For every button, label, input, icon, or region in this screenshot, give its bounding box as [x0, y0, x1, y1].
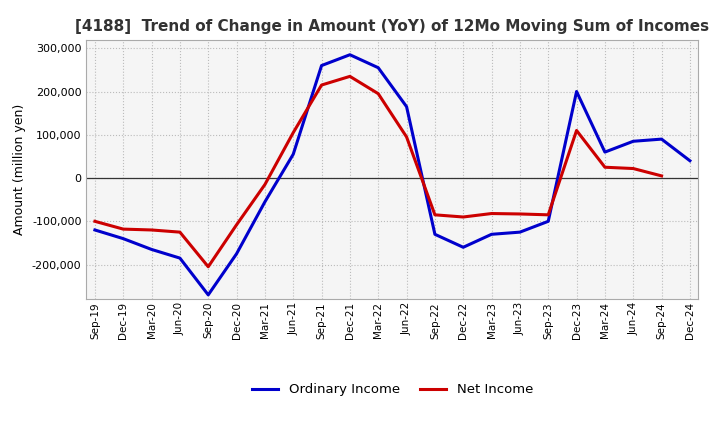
- Line: Ordinary Income: Ordinary Income: [95, 55, 690, 295]
- Title: [4188]  Trend of Change in Amount (YoY) of 12Mo Moving Sum of Incomes: [4188] Trend of Change in Amount (YoY) o…: [76, 19, 709, 34]
- Net Income: [516, 211, 524, 216]
- Net Income: [629, 166, 637, 171]
- Net Income: [148, 227, 156, 233]
- Ordinary Income: [600, 150, 609, 155]
- Ordinary Income: [402, 104, 411, 109]
- Ordinary Income: [119, 236, 127, 241]
- Ordinary Income: [572, 89, 581, 94]
- Ordinary Income: [204, 292, 212, 297]
- Net Income: [487, 211, 496, 216]
- Ordinary Income: [289, 152, 297, 157]
- Net Income: [600, 165, 609, 170]
- Net Income: [233, 222, 241, 227]
- Ordinary Income: [487, 231, 496, 237]
- Ordinary Income: [233, 251, 241, 257]
- Ordinary Income: [261, 199, 269, 205]
- Legend: Ordinary Income, Net Income: Ordinary Income, Net Income: [246, 378, 539, 402]
- Ordinary Income: [318, 63, 326, 68]
- Ordinary Income: [459, 245, 467, 250]
- Net Income: [176, 230, 184, 235]
- Net Income: [431, 212, 439, 217]
- Y-axis label: Amount (million yen): Amount (million yen): [14, 104, 27, 235]
- Net Income: [204, 264, 212, 269]
- Ordinary Income: [374, 65, 382, 70]
- Ordinary Income: [657, 136, 666, 142]
- Ordinary Income: [176, 256, 184, 261]
- Net Income: [289, 130, 297, 135]
- Ordinary Income: [346, 52, 354, 57]
- Ordinary Income: [148, 247, 156, 252]
- Net Income: [657, 173, 666, 179]
- Net Income: [402, 134, 411, 139]
- Ordinary Income: [516, 230, 524, 235]
- Net Income: [91, 219, 99, 224]
- Net Income: [346, 74, 354, 79]
- Line: Net Income: Net Income: [95, 77, 662, 267]
- Ordinary Income: [685, 158, 694, 163]
- Net Income: [261, 182, 269, 187]
- Ordinary Income: [544, 219, 552, 224]
- Ordinary Income: [91, 227, 99, 233]
- Net Income: [374, 91, 382, 96]
- Net Income: [459, 214, 467, 220]
- Ordinary Income: [431, 231, 439, 237]
- Net Income: [544, 212, 552, 217]
- Net Income: [119, 227, 127, 232]
- Net Income: [318, 82, 326, 88]
- Ordinary Income: [629, 139, 637, 144]
- Net Income: [572, 128, 581, 133]
